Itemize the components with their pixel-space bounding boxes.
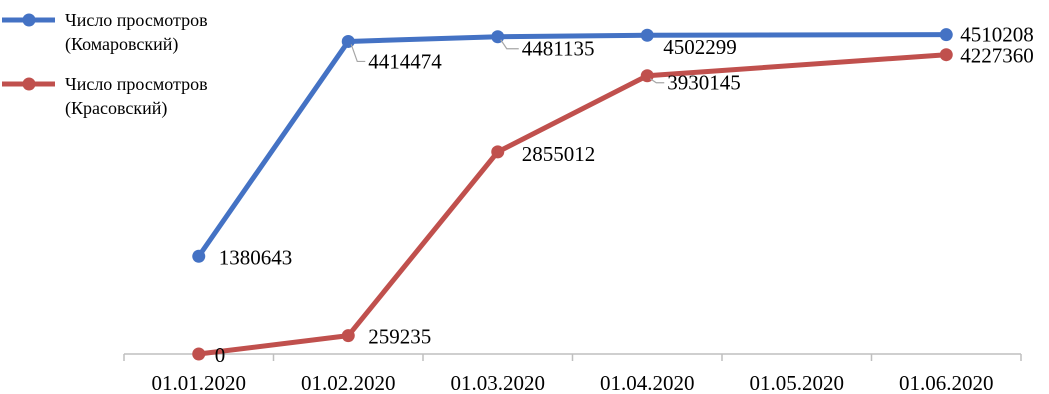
legend-entry-2: Число просмотров (Красовский): [65, 74, 208, 119]
x-tick-label: 01.01.2020: [152, 371, 247, 394]
data-point-marker: [939, 48, 953, 62]
data-label: 2855012: [522, 142, 596, 166]
data-point-marker: [341, 34, 355, 48]
data-label: 4481135: [522, 37, 595, 61]
legend-marker-2: [22, 77, 36, 91]
legend-marker-1: [22, 13, 36, 27]
x-tick-label: 01.05.2020: [750, 371, 845, 394]
data-label: 4227360: [960, 44, 1034, 68]
series-area: [192, 28, 953, 361]
data-label: 3930145: [667, 71, 741, 95]
data-point-marker: [192, 249, 206, 263]
x-tick-label: 01.03.2020: [451, 371, 546, 394]
label-leader-line: [649, 78, 665, 84]
data-label: 4414474: [368, 49, 442, 73]
data-label: 4510208: [960, 23, 1034, 47]
data-point-marker: [341, 329, 355, 343]
label-leader-line: [500, 39, 519, 50]
x-tick-label: 01.04.2020: [600, 371, 695, 394]
legend-entry-1: Число просмотров (Комаровский): [65, 10, 208, 55]
x-axis: 01.01.2020 01.02.2020 01.03.2020 01.04.2020…: [123, 353, 1022, 394]
data-point-marker: [939, 28, 953, 42]
data-label: 4502299: [663, 35, 737, 59]
data-label: 259235: [368, 325, 431, 349]
data-label: 0: [215, 343, 226, 367]
x-tick-label: 01.02.2020: [301, 371, 396, 394]
data-labels: 1380643 4414474 4481135 4502299 4510208 0 2592…: [215, 23, 1034, 367]
data-label: 1380643: [219, 245, 293, 269]
x-tick-label: 01.06.2020: [899, 371, 994, 394]
series-line-2: [196, 52, 949, 357]
data-point-marker: [192, 347, 206, 361]
data-point-marker: [491, 145, 505, 159]
legend: Число просмотров (Комаровский) Число просм…: [2, 10, 208, 119]
data-point-marker: [640, 28, 654, 42]
label-leader-line: [350, 44, 366, 63]
